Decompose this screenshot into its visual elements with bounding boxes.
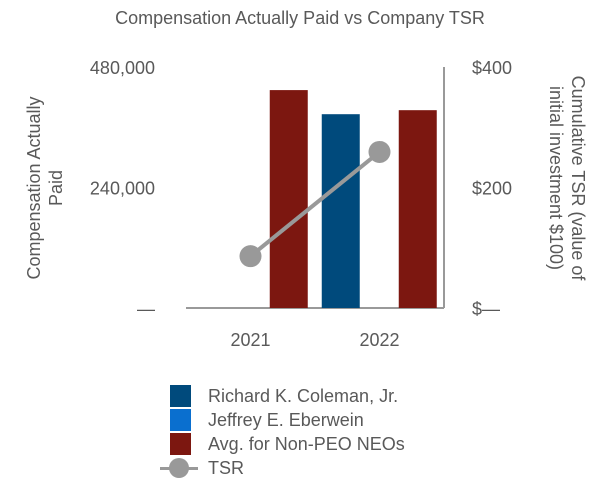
legend-label: Jeffrey E. Eberwein [208, 409, 364, 430]
x-tick-label: 2021 [230, 330, 270, 350]
y2-axis-title: Cumulative TSR (value ofinitial investme… [546, 76, 588, 282]
y-tick-label: 480,000 [90, 58, 155, 78]
y-tick-label: — [137, 299, 155, 319]
bar-2021-2 [269, 90, 308, 309]
y-tick-label: 240,000 [90, 179, 155, 199]
legend-item: Richard K. Coleman, Jr. [170, 384, 405, 408]
legend-item: Avg. for Non-PEO NEOs [170, 432, 405, 456]
x-tick-label: 2022 [359, 330, 399, 350]
chart-title: Compensation Actually Paid vs Company TS… [115, 8, 485, 28]
legend-swatch [170, 433, 191, 455]
tsr-point-2022 [368, 140, 391, 163]
legend: Richard K. Coleman, Jr. Jeffrey E. Eberwe… [160, 384, 405, 480]
legend-swatch [170, 385, 191, 407]
legend-label: Richard K. Coleman, Jr. [208, 385, 399, 406]
legend-swatch [170, 409, 191, 431]
chart: — 240,000 480,000 $— $200 $400 Compensation Ac… [24, 58, 588, 350]
y2-tick-label: $— [472, 299, 500, 319]
legend-item: TSR [160, 456, 405, 480]
bar-2022-2 [398, 110, 437, 308]
legend-line-marker-icon [160, 457, 198, 479]
bar-2022-0 [321, 114, 360, 308]
y2-tick-label: $200 [472, 179, 512, 199]
tsr-line [249, 150, 381, 258]
y-axis-title: Compensation Actually Paid [24, 96, 66, 279]
legend-label: Avg. for Non-PEO NEOs [208, 433, 405, 454]
legend-item: Jeffrey E. Eberwein [170, 408, 405, 432]
tsr-point-2021 [239, 245, 262, 268]
legend-label: TSR [208, 457, 244, 478]
y2-tick-label: $400 [472, 58, 512, 78]
